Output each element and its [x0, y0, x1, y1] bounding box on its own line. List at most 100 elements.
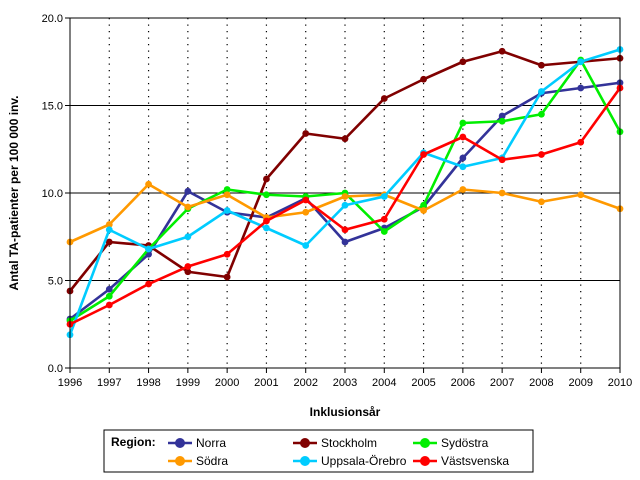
data-point-norra — [184, 187, 192, 195]
data-point-uppsala-orebro — [223, 207, 231, 214]
data-point-vastsvenska — [341, 226, 349, 234]
data-point-sodra — [302, 208, 310, 216]
data-point-sodra — [538, 198, 545, 206]
data-point-uppsala-orebro — [263, 224, 270, 232]
legend-swatch-marker-uppsala-orebro — [300, 456, 310, 466]
data-point-vastsvenska — [577, 138, 585, 146]
data-point-uppsala-orebro — [184, 233, 192, 241]
legend-label-stockholm: Stockholm — [321, 436, 377, 450]
data-point-vastsvenska — [380, 215, 388, 223]
data-point-uppsala-orebro — [145, 245, 152, 253]
data-point-stockholm — [420, 75, 427, 83]
data-point-sydostra — [223, 186, 231, 193]
legend: Region: Norra Stockholm Sydöstra Södra Uppsa… — [103, 429, 534, 473]
series-layer — [66, 46, 624, 339]
legend-title: Region: — [111, 435, 156, 449]
y-axis-title: Antal TA-patienter per 100 000 inv. — [7, 96, 21, 291]
data-point-uppsala-orebro — [577, 58, 585, 66]
data-point-sydostra — [538, 110, 545, 118]
data-point-sodra — [184, 203, 192, 211]
axes: 0.0 5.0 10.0 15.0 20.0 1996 1997 1998 1999 2000 20… — [42, 13, 633, 389]
x-tick-label: 2005 — [411, 377, 435, 389]
data-point-vastsvenska — [498, 156, 506, 164]
legend-swatch-marker-norra — [175, 438, 185, 448]
data-point-norra — [459, 154, 467, 162]
x-tick-label: 2000 — [215, 377, 239, 389]
data-point-uppsala-orebro — [380, 193, 388, 200]
data-point-sodra — [577, 191, 585, 199]
data-point-vastsvenska — [223, 250, 231, 258]
legend-swatch-marker-sodra — [175, 456, 185, 466]
data-point-stockholm — [184, 268, 192, 276]
data-point-sodra — [145, 180, 152, 188]
legend-label-sodra: Södra — [196, 454, 228, 468]
legend-items: Norra Stockholm Sydöstra Södra Uppsala-Örebr… — [168, 436, 509, 468]
data-point-sodra — [105, 221, 113, 228]
data-point-vastsvenska — [420, 151, 427, 158]
y-tick-label: 15.0 — [42, 101, 63, 113]
data-point-stockholm — [263, 175, 270, 183]
x-tick-label: 2006 — [451, 377, 475, 389]
data-point-uppsala-orebro — [459, 163, 467, 171]
legend-swatch-marker-vastsvenska — [420, 456, 430, 466]
data-point-sydostra — [459, 119, 467, 127]
legend-swatch-marker-sydostra — [420, 438, 430, 448]
x-tick-label: 2003 — [333, 377, 357, 389]
x-tick-label: 1997 — [97, 377, 121, 389]
data-point-sodra — [223, 191, 231, 199]
data-point-vastsvenska — [538, 151, 545, 158]
x-tick-label: 2001 — [254, 377, 278, 389]
data-point-sodra — [420, 207, 427, 214]
data-point-sydostra — [380, 228, 388, 235]
data-point-vastsvenska — [302, 196, 310, 204]
data-point-stockholm — [302, 130, 310, 137]
legend-label-vastsvenska: Västsvenska — [441, 454, 509, 468]
data-point-vastsvenska — [459, 133, 467, 141]
data-point-vastsvenska — [105, 301, 113, 309]
data-point-vastsvenska — [145, 280, 152, 288]
legend-label-norra: Norra — [196, 436, 226, 450]
data-point-norra — [498, 112, 506, 120]
data-point-stockholm — [223, 273, 231, 281]
data-point-uppsala-orebro — [302, 242, 310, 249]
legend-label-uppsala-orebro: Uppsala-Örebro — [321, 454, 407, 468]
data-point-vastsvenska — [263, 217, 270, 225]
data-point-sydostra — [420, 201, 427, 209]
y-tick-label: 5.0 — [48, 276, 63, 288]
x-axis-title: Inklusionsår — [310, 405, 381, 419]
data-point-stockholm — [459, 58, 467, 66]
x-tick-label: 2008 — [529, 377, 553, 389]
x-tick-label: 2004 — [372, 377, 396, 389]
data-point-norra — [577, 84, 585, 92]
data-point-vastsvenska — [184, 263, 192, 270]
legend-box — [103, 429, 534, 473]
data-point-norra — [341, 238, 349, 246]
data-point-sydostra — [263, 191, 270, 199]
y-tick-label: 20.0 — [42, 13, 63, 25]
data-point-stockholm — [105, 238, 113, 246]
data-point-stockholm — [498, 47, 506, 55]
data-point-stockholm — [380, 95, 388, 102]
legend-label-sydostra: Sydöstra — [441, 436, 489, 450]
data-point-sydostra — [498, 117, 506, 125]
data-point-uppsala-orebro — [341, 201, 349, 209]
data-point-sodra — [498, 189, 506, 197]
y-tick-label: 0.0 — [48, 363, 63, 375]
x-tick-label: 2002 — [293, 377, 317, 389]
y-tick-label: 10.0 — [42, 188, 63, 200]
data-point-sydostra — [105, 292, 113, 300]
x-tick-label: 2009 — [568, 377, 592, 389]
x-tick-label: 2007 — [490, 377, 514, 389]
data-point-sodra — [341, 193, 349, 200]
legend-swatch-marker-stockholm — [300, 438, 310, 448]
x-tick-label: 1996 — [58, 377, 82, 389]
x-tick-label: 1999 — [176, 377, 200, 389]
x-tick-label: 1998 — [136, 377, 160, 389]
x-tick-label: 2010 — [608, 377, 632, 389]
data-point-norra — [105, 285, 113, 293]
data-point-uppsala-orebro — [105, 226, 113, 234]
data-point-stockholm — [538, 61, 545, 69]
data-point-stockholm — [341, 135, 349, 143]
data-point-uppsala-orebro — [538, 88, 545, 95]
